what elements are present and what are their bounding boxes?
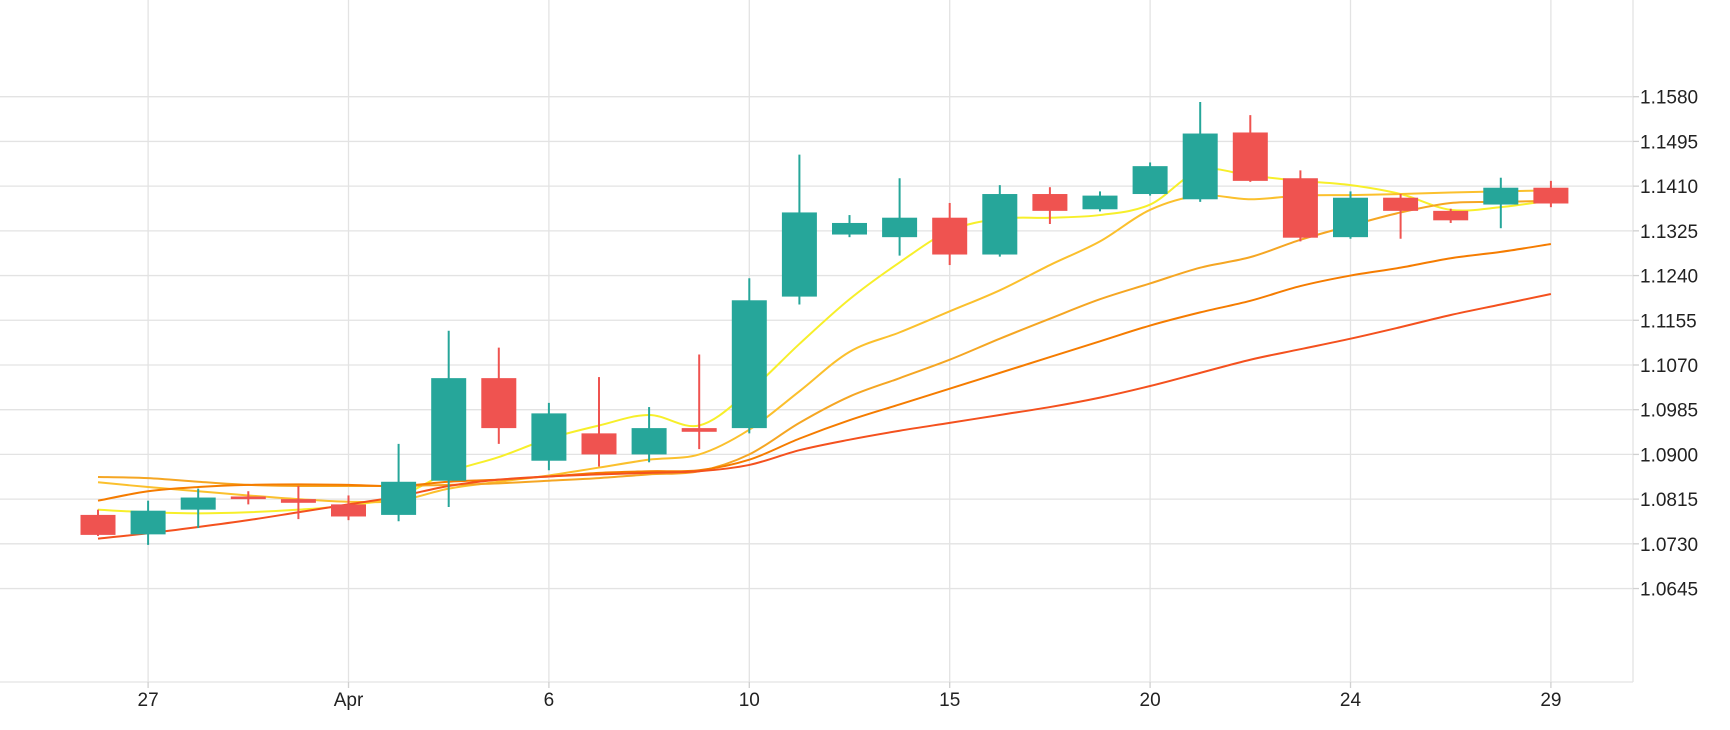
moving-average-line <box>97 292 1552 540</box>
candle <box>982 185 1018 257</box>
x-tick-label: 24 <box>1340 690 1362 711</box>
candle <box>681 354 717 450</box>
y-tick-label: 1.0985 <box>1640 401 1698 422</box>
moving-average-line <box>97 243 1552 502</box>
moving-average-line <box>97 189 1551 504</box>
candle-body <box>731 300 767 429</box>
candle <box>130 500 166 545</box>
candle-body <box>431 378 467 481</box>
candle-body <box>180 497 216 510</box>
candle-body <box>481 378 517 429</box>
candle-body <box>230 496 266 500</box>
x-tick-label: 10 <box>739 690 760 711</box>
candle-body <box>581 433 617 455</box>
candle-body <box>932 217 968 255</box>
x-tick-label: 27 <box>138 690 159 711</box>
candle-body <box>1483 187 1519 205</box>
candle-body <box>531 413 567 461</box>
candle <box>781 154 817 305</box>
y-tick-label: 1.0900 <box>1640 445 1698 466</box>
y-axis: 1.1580 1.1495 1.1410 1.1325 1.1240 1.1155 1.10… <box>1633 88 1698 601</box>
y-tick-label: 1.1240 <box>1640 267 1698 288</box>
candle <box>731 278 767 434</box>
candle-body <box>381 481 417 515</box>
candle <box>1132 162 1168 196</box>
candle-body <box>1383 197 1419 211</box>
candle <box>331 495 366 521</box>
y-tick-label: 1.0645 <box>1640 580 1698 601</box>
candle-body <box>832 222 867 235</box>
candle <box>832 215 867 238</box>
candle-body <box>80 514 116 535</box>
x-tick-label: 15 <box>939 690 960 711</box>
candle-body <box>1082 195 1118 210</box>
x-tick-label: 20 <box>1140 690 1161 711</box>
moving-averages <box>97 167 1552 540</box>
y-tick-label: 1.1495 <box>1640 132 1698 153</box>
candle <box>1232 115 1268 182</box>
candle <box>1383 194 1419 239</box>
candle <box>631 407 667 463</box>
candle-body <box>1333 197 1368 238</box>
candle <box>1182 101 1218 202</box>
candle-body <box>1032 194 1068 211</box>
candle <box>1082 191 1118 212</box>
x-tick-label: 29 <box>1540 690 1561 711</box>
x-axis: 27 Apr 6 10 15 20 24 29 <box>138 682 1561 711</box>
candle-body <box>1182 133 1218 200</box>
candle <box>381 443 417 522</box>
moving-average-line <box>97 199 1551 488</box>
candle <box>481 347 517 444</box>
candle-body <box>130 510 166 535</box>
x-tick-label: Apr <box>334 690 364 711</box>
candles <box>80 101 1569 545</box>
candle-body <box>1232 132 1268 181</box>
candle <box>80 509 116 536</box>
candle <box>280 485 316 520</box>
y-tick-label: 1.1410 <box>1640 177 1698 198</box>
candle <box>431 330 467 508</box>
candle-body <box>331 504 366 517</box>
candle <box>932 202 968 266</box>
candle <box>180 488 216 529</box>
candle <box>581 377 617 467</box>
y-tick-label: 1.1325 <box>1640 222 1698 243</box>
candle <box>1333 191 1368 239</box>
candle <box>230 491 266 505</box>
candle-body <box>982 194 1018 255</box>
y-tick-label: 1.1155 <box>1640 311 1697 332</box>
y-tick-label: 1.0815 <box>1640 490 1698 511</box>
y-tick-label: 1.1580 <box>1640 88 1698 109</box>
candle-body <box>631 428 667 455</box>
candle-body <box>781 212 817 297</box>
candle <box>882 178 918 256</box>
candle-body <box>882 217 918 238</box>
moving-average-line <box>97 167 1552 515</box>
candle-body <box>1533 187 1569 204</box>
candle-body <box>681 428 717 432</box>
candle <box>1032 187 1068 225</box>
candle <box>1483 177 1519 229</box>
y-tick-label: 1.0730 <box>1640 535 1698 556</box>
y-tick-label: 1.1070 <box>1640 356 1698 377</box>
candle <box>531 402 567 471</box>
grid <box>0 0 1633 682</box>
candle-body <box>280 499 316 503</box>
x-tick-label: 6 <box>544 690 555 711</box>
candle-body <box>1132 166 1168 195</box>
candle <box>1282 170 1318 242</box>
candle-body <box>1282 178 1318 238</box>
candle <box>1433 208 1469 223</box>
candle-body <box>1433 210 1469 221</box>
candle <box>1533 180 1569 208</box>
